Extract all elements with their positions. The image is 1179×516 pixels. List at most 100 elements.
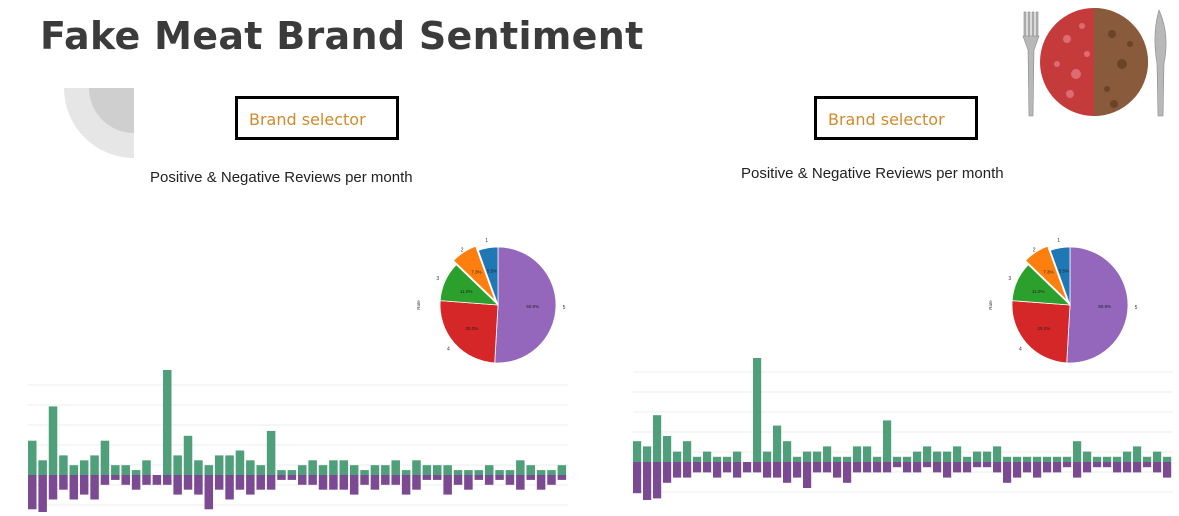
positive-bar — [194, 460, 203, 475]
negative-bar — [246, 475, 255, 495]
pie-slice — [1011, 300, 1071, 364]
positive-bar — [204, 465, 214, 475]
pie-chart-left: 50.9% 5 25.3% 4 11.0% 3 7.3% 2 5.5% 1 Rate — [416, 238, 566, 364]
negative-bar — [773, 462, 782, 478]
positive-bar — [547, 470, 556, 475]
positive-bar — [505, 470, 515, 475]
negative-bar — [360, 475, 369, 485]
positive-bar — [38, 460, 47, 475]
positive-bar — [943, 451, 952, 462]
negative-bar — [863, 462, 872, 473]
negative-bar — [69, 475, 79, 500]
positive-bar — [873, 456, 882, 462]
pie-slice — [1066, 246, 1129, 364]
positive-bar — [1153, 451, 1162, 462]
positive-bar — [495, 470, 504, 475]
positive-bar — [1103, 456, 1112, 462]
positive-bar — [308, 460, 317, 475]
negative-bar — [693, 462, 702, 473]
positive-bar — [693, 456, 702, 462]
positive-bar — [913, 451, 922, 462]
negative-bar — [391, 475, 400, 485]
negative-bar — [28, 475, 37, 510]
negative-bar — [943, 462, 952, 478]
brand-selector-right[interactable]: Brand selector — [814, 96, 978, 140]
positive-bar — [360, 470, 369, 475]
negative-bar — [48, 475, 58, 500]
negative-bar — [833, 462, 842, 478]
bar-chart-left — [28, 370, 568, 512]
pie-slice — [494, 246, 557, 364]
negative-bar — [1083, 462, 1092, 473]
pie-category-label: 5 — [563, 305, 566, 311]
positive-bar — [843, 456, 852, 462]
pie-category-label: 1 — [1057, 238, 1060, 244]
pie-ylabel: Rate — [988, 300, 993, 310]
positive-bar — [813, 451, 822, 462]
negative-bar — [90, 475, 99, 500]
positive-bar — [863, 446, 872, 462]
negative-bar — [703, 462, 712, 473]
positive-bar — [318, 465, 328, 475]
positive-bar — [474, 470, 484, 475]
negative-bar — [214, 475, 224, 490]
positive-bar — [48, 406, 58, 475]
negative-bar — [142, 475, 151, 485]
negative-bar — [1033, 462, 1042, 478]
brand-selector-left[interactable]: Brand selector — [235, 96, 399, 140]
negative-bar — [318, 475, 328, 490]
positive-bar — [1143, 456, 1152, 462]
negative-bar — [1073, 462, 1082, 478]
positive-bar — [793, 456, 802, 462]
negative-bar — [673, 462, 682, 478]
positive-bar — [246, 460, 255, 475]
negative-bar — [204, 475, 214, 510]
pie-pct-label: 7.3% — [1043, 270, 1053, 275]
pie-category-label: 4 — [447, 346, 450, 352]
positive-bar — [59, 455, 68, 475]
pie-chart-right: 50.9% 5 25.3% 4 11.0% 3 7.3% 2 5.5% 1 Rate — [988, 238, 1138, 364]
positive-bar — [391, 460, 400, 475]
positive-bar — [163, 370, 172, 475]
positive-bar — [1073, 441, 1082, 462]
positive-bar — [111, 465, 120, 475]
positive-bar — [90, 455, 99, 475]
negative-bar — [1053, 462, 1062, 473]
positive-bar — [723, 456, 732, 462]
pie-category-label: 2 — [1033, 248, 1036, 254]
negative-bar — [983, 462, 992, 468]
positive-bar — [100, 440, 110, 475]
negative-bar — [1103, 462, 1112, 468]
positive-bar — [663, 436, 672, 462]
negative-bar — [823, 462, 832, 473]
negative-bar — [973, 462, 982, 468]
positive-bar — [683, 441, 692, 462]
pie-category-label: 5 — [1135, 305, 1138, 311]
positive-bar — [412, 460, 421, 475]
positive-bar — [1033, 456, 1042, 462]
positive-bar — [1023, 456, 1032, 462]
pie-slice — [1011, 264, 1072, 306]
negative-bar — [853, 462, 862, 473]
negative-bar — [547, 475, 556, 485]
negative-bar — [903, 462, 912, 473]
negative-bar — [1093, 462, 1102, 468]
negative-bar — [953, 462, 962, 473]
positive-bar — [983, 451, 992, 462]
negative-bar — [381, 475, 390, 485]
negative-bar — [923, 462, 932, 468]
positive-bar — [225, 455, 234, 475]
pie-slice — [452, 245, 496, 302]
positive-bar — [853, 446, 862, 462]
negative-bar — [1043, 462, 1052, 473]
positive-bar — [453, 470, 463, 475]
positive-bar — [903, 456, 912, 462]
negative-bar — [443, 475, 452, 495]
positive-bar — [79, 460, 89, 475]
negative-bar — [1023, 462, 1032, 473]
negative-bar — [38, 475, 47, 512]
negative-bar — [287, 475, 297, 480]
negative-bar — [783, 462, 792, 483]
positive-bar — [953, 446, 962, 462]
negative-bar — [401, 475, 411, 495]
